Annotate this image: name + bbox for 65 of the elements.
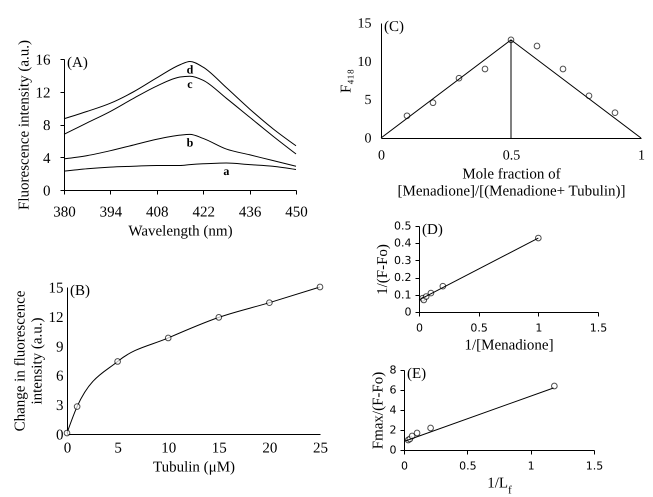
x-axis-title: 1/[Menadione] bbox=[464, 338, 554, 354]
x-tick-label: 1 bbox=[638, 148, 645, 164]
x-axis-title: Tubulin (μM) bbox=[152, 460, 236, 476]
y-tick-label: 10 bbox=[358, 54, 372, 70]
x-tick-label: 394 bbox=[100, 204, 123, 220]
x-tick-label: 1 bbox=[528, 460, 535, 472]
annotation: (E) bbox=[407, 366, 426, 382]
x-tick-label: 25 bbox=[313, 440, 328, 456]
annotation: (C) bbox=[384, 19, 404, 35]
x-tick-label: 450 bbox=[285, 204, 308, 220]
y-tick-label: 0 bbox=[364, 132, 372, 146]
x-tick-label: 436 bbox=[238, 204, 262, 220]
y-tick-label: 12 bbox=[36, 85, 50, 102]
x-axis-title: 1/L$_{f}$ bbox=[487, 476, 512, 496]
annotation: (A) bbox=[67, 55, 88, 71]
x-tick-label: 0 bbox=[416, 322, 423, 334]
y-axis-title: 1/(F-Fo) bbox=[375, 244, 392, 295]
y-tick-label: 15 bbox=[358, 16, 372, 32]
y-tick-label: 0.4 bbox=[394, 236, 412, 250]
x-tick-label: 10 bbox=[161, 440, 176, 456]
series-label: d bbox=[186, 62, 194, 76]
y-tick-label: 4 bbox=[390, 404, 396, 416]
y-tick-label: 5 bbox=[364, 93, 372, 108]
x-tick-label: 1.5 bbox=[590, 322, 608, 334]
x-tick-label: 20 bbox=[262, 440, 278, 456]
y-tick-label: 0.5 bbox=[394, 220, 412, 232]
x-tick-label: 422 bbox=[192, 204, 215, 220]
x-tick-label: 408 bbox=[146, 204, 169, 220]
x-axis-title: Mole fraction of [Menadione]/[(Menadione+ Tubulin)] bbox=[397, 166, 626, 200]
y-tick-label: 0 bbox=[404, 306, 412, 318]
y-tick-label: 0 bbox=[56, 428, 64, 444]
y-axis-title: Change in fluorescence intensity (a.u.) bbox=[12, 290, 46, 432]
x-tick-label: 380 bbox=[53, 204, 76, 220]
y-tick-label: 0.2 bbox=[394, 271, 412, 284]
y-tick-label: 9 bbox=[56, 339, 64, 356]
x-tick-label: 15 bbox=[212, 440, 227, 456]
x-axis-title: Wavelength (nm) bbox=[128, 224, 233, 240]
y-tick-label: 4 bbox=[43, 150, 51, 167]
y-axis-title: F₄₁₈ bbox=[338, 68, 354, 94]
x-tick-label: 1.5 bbox=[586, 460, 604, 472]
y-tick-label: 12 bbox=[48, 310, 64, 326]
series-label: b bbox=[186, 135, 194, 150]
x-tick-label: 0.5 bbox=[470, 322, 488, 334]
y-axis-title: Fmax/(F-Fo) bbox=[370, 372, 386, 450]
x-tick-label: 0 bbox=[378, 148, 385, 164]
y-tick-label: 3 bbox=[56, 398, 64, 414]
y-tick-label: 0.3 bbox=[394, 254, 412, 267]
x-tick-label: 0.5 bbox=[502, 148, 520, 164]
x-tick-label: 0.5 bbox=[459, 460, 477, 472]
y-tick-label: 16 bbox=[36, 52, 51, 68]
series-label: a bbox=[223, 164, 230, 178]
series-label: c bbox=[187, 77, 194, 92]
y-tick-label: 8 bbox=[390, 364, 396, 376]
y-tick-label: 0 bbox=[43, 184, 50, 200]
annotation: (B) bbox=[70, 283, 90, 299]
x-tick-label: 1 bbox=[535, 322, 542, 334]
x-tick-label: 5 bbox=[114, 440, 122, 456]
y-tick-label: 6 bbox=[56, 368, 64, 385]
y-tick-label: 8 bbox=[43, 118, 50, 134]
y-tick-label: 6 bbox=[390, 384, 396, 396]
y-axis-title: Fluorescence intensity (a.u.) bbox=[16, 40, 32, 210]
y-tick-label: 2 bbox=[390, 424, 396, 436]
annotation: (D) bbox=[422, 222, 443, 238]
y-tick-label: 0.1 bbox=[394, 288, 412, 302]
y-tick-label: 15 bbox=[48, 280, 64, 296]
